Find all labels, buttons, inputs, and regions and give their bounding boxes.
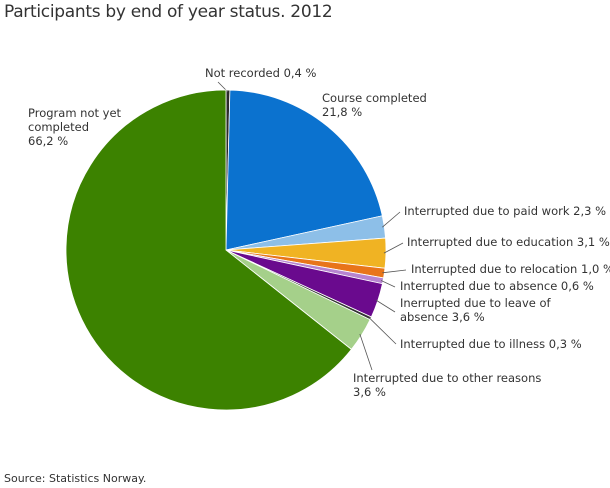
leader-line — [382, 269, 407, 274]
leader-line — [382, 211, 401, 228]
slice-label: Program not yet completed 66,2 % — [28, 106, 122, 148]
slice-label: Not recorded 0,4 % — [205, 66, 317, 80]
slice-label: Interrupted due to absence 0,6 % — [400, 279, 594, 293]
slice-label: Interrupted due to paid work 2,3 % — [404, 204, 606, 218]
slice-label: Course completed 21,8 % — [322, 91, 427, 119]
slice-label: Interrupted due to other reasons 3,6 % — [353, 371, 541, 399]
slice-label: Interrupted due to relocation 1,0 % — [411, 262, 610, 276]
leader-line — [368, 317, 397, 345]
leader-line — [383, 242, 404, 254]
chart-title: Participants by end of year status. 2012 — [4, 2, 333, 22]
leader-line — [359, 333, 373, 371]
slice-label: Inerrupted due to leave of absence 3,6 % — [400, 296, 552, 324]
pie-slice[interactable] — [65, 89, 352, 411]
pie-slice[interactable] — [225, 89, 383, 251]
leader-line — [375, 299, 396, 313]
source-note: Source: Statistics Norway. — [4, 472, 147, 485]
leader-line — [380, 280, 396, 288]
slice-label: Interrupted due to illness 0,3 % — [400, 337, 582, 351]
slice-label: Interrupted due to education 3,1 % — [407, 235, 610, 249]
